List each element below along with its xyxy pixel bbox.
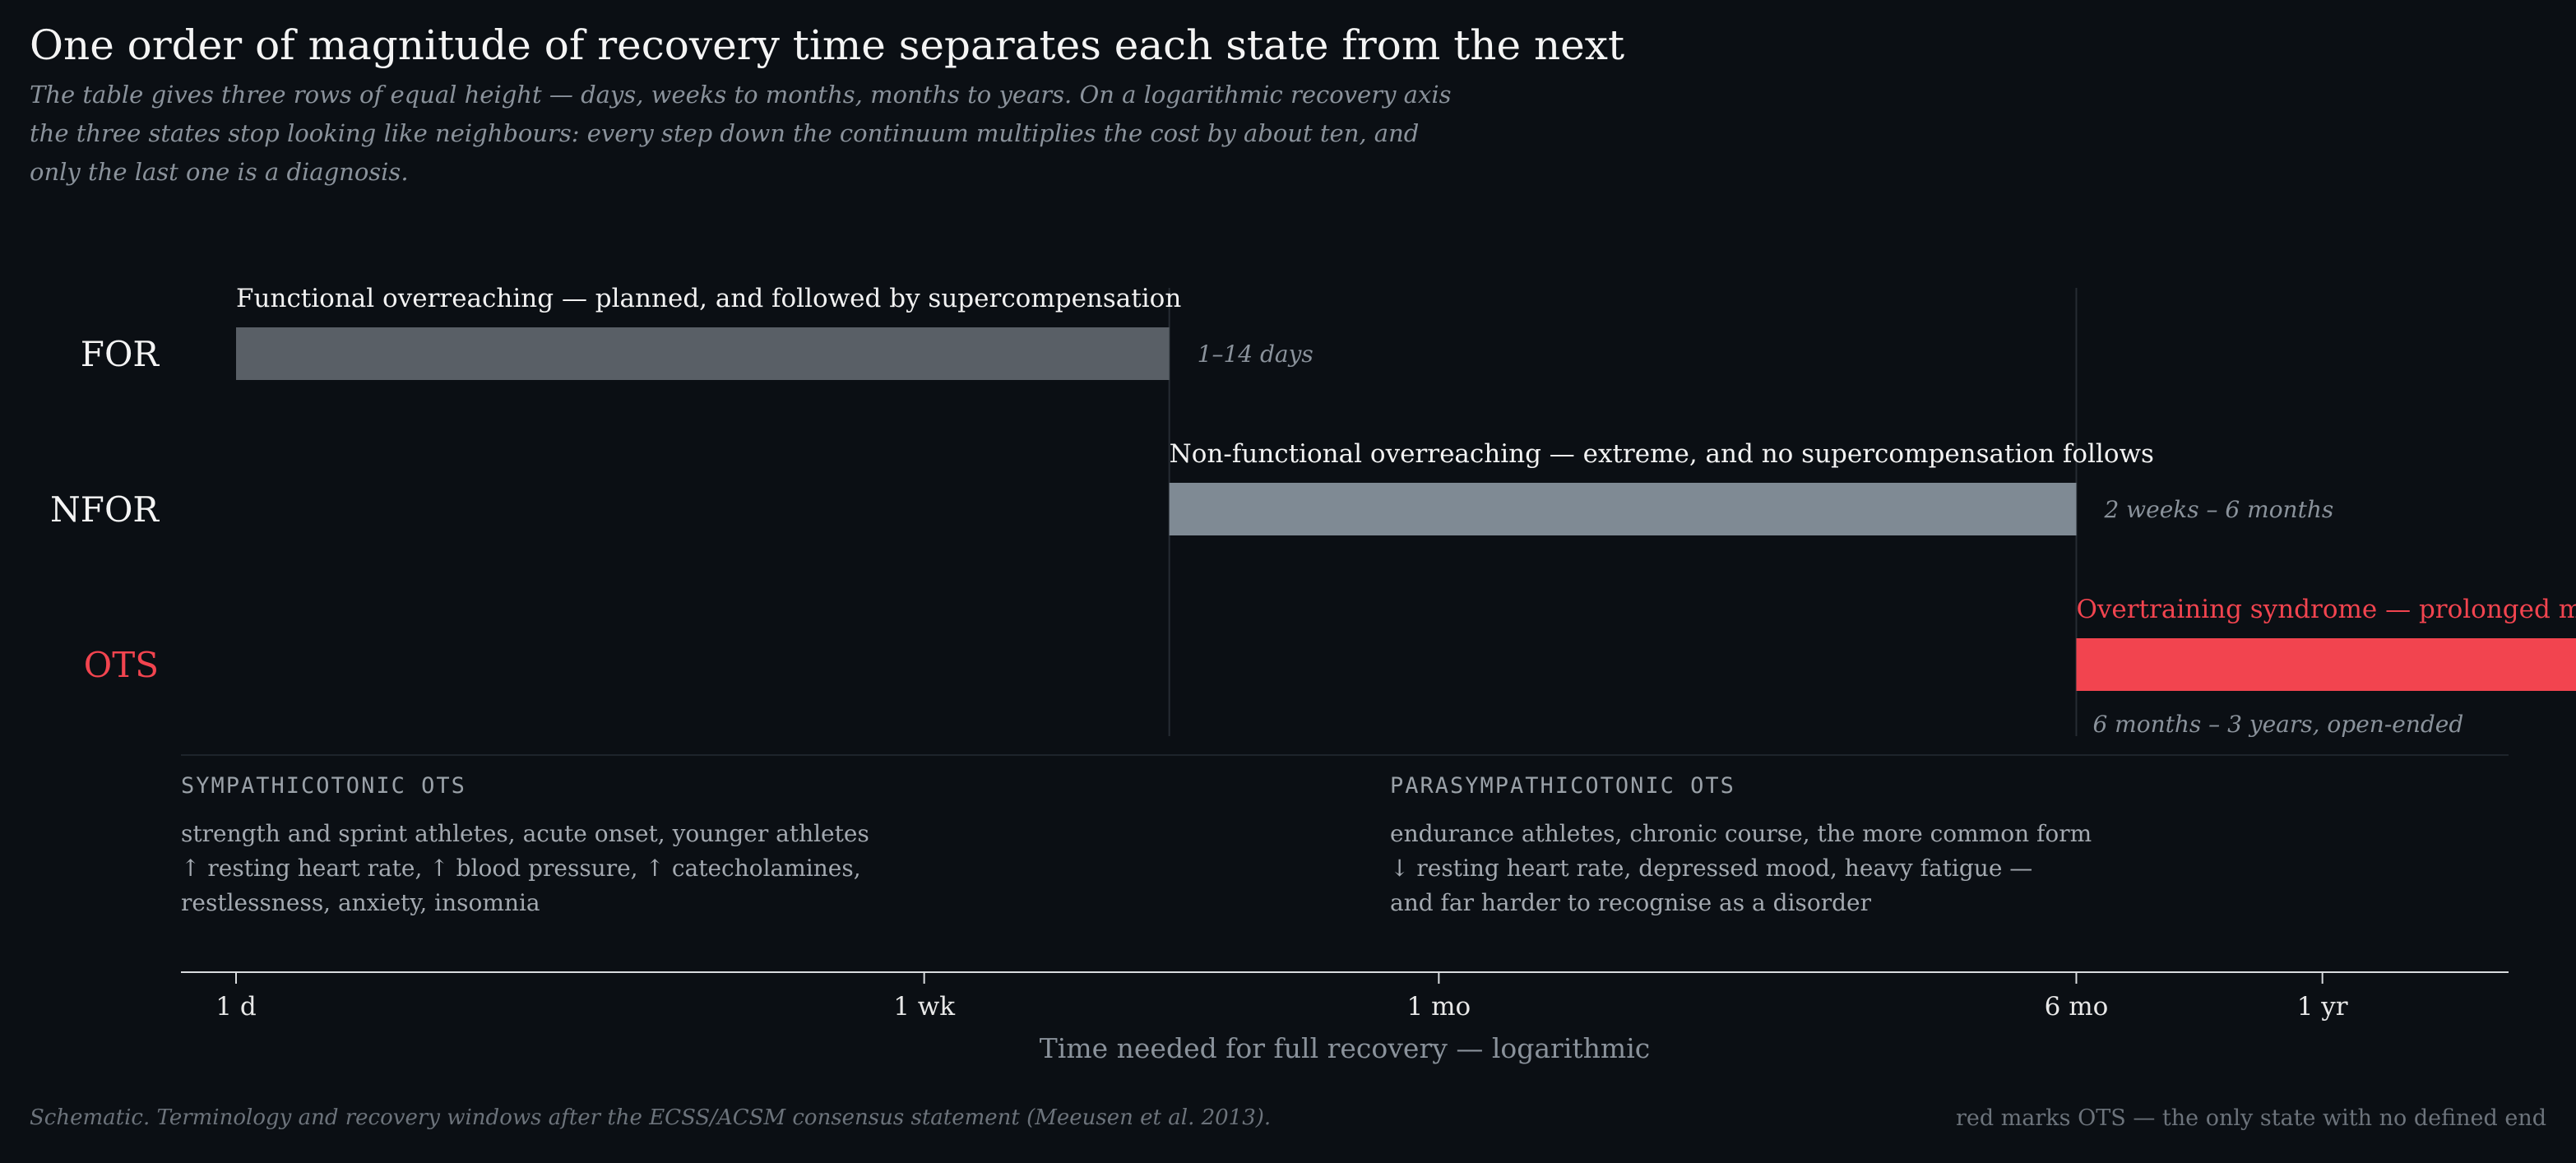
parasympathicotonic-line-3: and far harder to recognise as a disorde…: [1390, 889, 1871, 916]
sympathicotonic-note: SYMPATHICOTONIC OTS strength and sprint …: [181, 773, 869, 920]
x-tick-label-1-wk: 1 wk: [893, 992, 955, 1022]
legend-note: red marks OTS — the only state with no d…: [1955, 1105, 2546, 1131]
row-label-for: FOR: [81, 334, 160, 374]
bar-for: [236, 327, 1170, 380]
bar-description-ots: Overtraining syndrome — prolonged malada…: [2076, 595, 2576, 624]
chart-subtitle: The table gives three rows of equal heig…: [30, 81, 1452, 186]
sympathicotonic-line-3: restlessness, anxiety, insomnia: [181, 889, 540, 916]
x-tick-label-1-yr: 1 yr: [2297, 992, 2348, 1022]
sympathicotonic-line-2: ↑ resting heart rate, ↑ blood pressure, …: [181, 855, 861, 882]
bar-nfor: [1169, 483, 2077, 535]
source-note: Schematic. Terminology and recovery wind…: [30, 1105, 1272, 1130]
x-axis-title: Time needed for full recovery — logarith…: [1040, 1032, 1650, 1064]
bar-description-for: Functional overreaching — planned, and f…: [236, 284, 1181, 313]
sympathicotonic-line-1: strength and sprint athletes, acute onse…: [181, 820, 869, 847]
x-tick-label-1-d: 1 d: [215, 992, 256, 1022]
x-tick-label-1-mo: 1 mo: [1407, 992, 1471, 1022]
parasympathicotonic-line-1: endurance athletes, chronic course, the …: [1390, 820, 2092, 847]
sympathicotonic-heading: SYMPATHICOTONIC OTS: [181, 773, 466, 799]
parasympathicotonic-line-2: ↓ resting heart rate, depressed mood, he…: [1390, 855, 2033, 882]
row-label-ots: OTS: [84, 645, 159, 685]
row-label-nfor: NFOR: [50, 489, 160, 530]
range-label-ots: 6 months – 3 years, open-ended: [2092, 711, 2463, 738]
range-label-nfor: 2 weeks – 6 months: [2103, 496, 2333, 523]
parasympathicotonic-note: PARASYMPATHICOTONIC OTS endurance athlet…: [1390, 773, 2092, 920]
range-label-for: 1–14 days: [1198, 341, 1313, 368]
bar-ots: [2076, 638, 2576, 691]
bar-description-nfor: Non-functional overreaching — extreme, a…: [1170, 439, 2154, 469]
x-tick-label-6-mo: 6 mo: [2045, 992, 2109, 1022]
chart-title: One order of magnitude of recovery time …: [30, 21, 1625, 69]
parasympathicotonic-heading: PARASYMPATHICOTONIC OTS: [1390, 773, 1735, 799]
